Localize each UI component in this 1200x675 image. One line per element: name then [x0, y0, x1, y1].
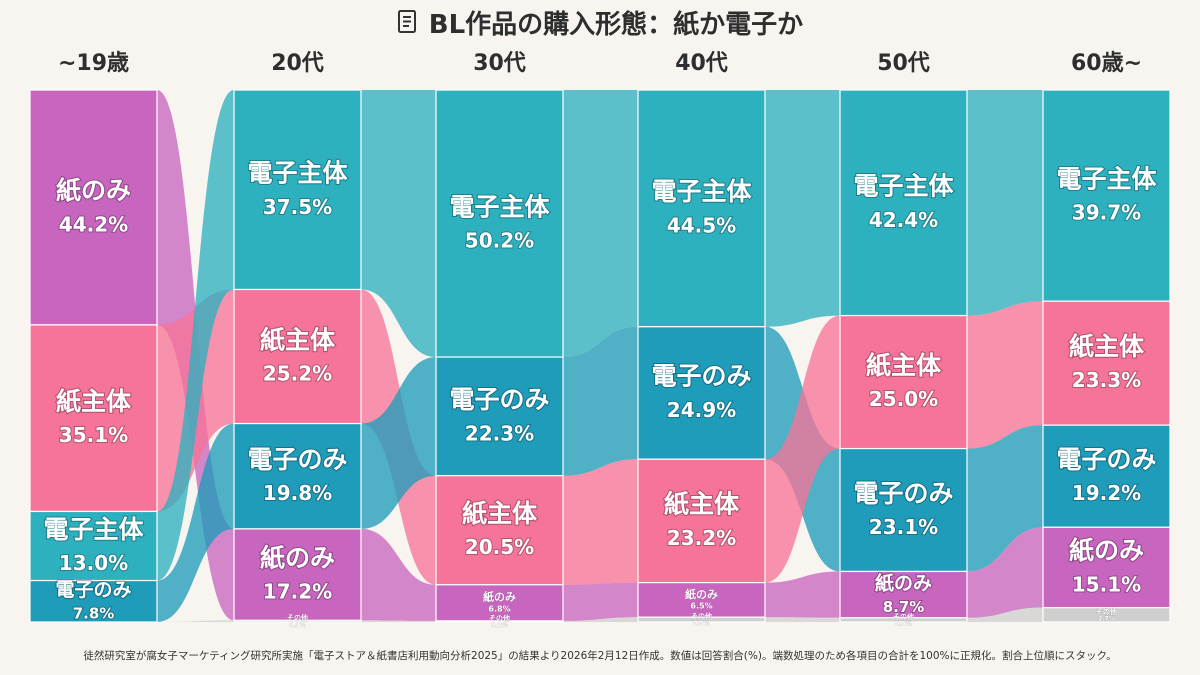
column-header: 50代 [877, 51, 930, 76]
segment-name-label: 電子主体 [43, 515, 144, 544]
segment-name-label: 紙のみ [483, 590, 516, 604]
bar-segment-電子主体 [436, 90, 563, 357]
segment-name-label: その他 [893, 612, 914, 621]
segment-value-label: 0.3% [289, 622, 306, 629]
bar-segment-紙主体 [638, 459, 765, 582]
segment-name-label: 紙のみ [875, 571, 932, 594]
column-header: 20代 [271, 51, 324, 76]
bar-segment-電子主体 [840, 90, 967, 316]
flow-link-電子主体 [967, 90, 1043, 316]
segment-name-label: その他 [489, 613, 510, 622]
segment-value-label: 20.5% [465, 535, 534, 559]
column-header: 40代 [675, 51, 728, 76]
bar-segment-紙主体 [30, 325, 157, 512]
segment-value-label: 50.2% [465, 229, 534, 253]
bar-segment-電子主体 [234, 90, 361, 290]
segment-name-label: 紙主体 [664, 490, 740, 519]
segment-value-label: 24.9% [667, 398, 736, 422]
segment-name-label: 紙のみ [685, 587, 718, 601]
document-icon [397, 9, 419, 35]
segment-name-label: 電子主体 [449, 192, 550, 221]
segment-value-label: 6.8% [488, 605, 510, 614]
segment-name-label: 電子主体 [853, 172, 954, 201]
segment-value-label: 19.2% [1072, 481, 1141, 505]
segment-value-label: 17.2% [263, 580, 332, 604]
segment-value-label: 7.8% [73, 605, 115, 623]
segment-name-label: 電子主体 [1056, 164, 1157, 193]
segment-value-label: 44.2% [59, 212, 128, 236]
chart-title: BL作品の購入形態：紙か電子か [429, 4, 803, 41]
segment-value-label: 13.0% [59, 551, 128, 575]
column-header: ~19歳 [58, 51, 129, 76]
flow-link-紙主体 [563, 459, 638, 585]
segment-value-label: 0.9% [693, 620, 710, 627]
segment-name-label: 紙のみ [260, 543, 335, 572]
segment-value-label: 23.1% [869, 515, 938, 539]
segment-value-label: 39.7% [1072, 201, 1141, 225]
bar-segment-紙主体 [1043, 301, 1170, 425]
segment-value-label: 35.1% [59, 423, 128, 447]
bar-segment-電子のみ [1043, 425, 1170, 527]
segment-name-label: 紙主体 [462, 499, 538, 528]
segment-name-label: その他 [287, 613, 308, 622]
segment-name-label: 電子主体 [247, 159, 348, 188]
segment-name-label: 電子のみ [853, 479, 953, 508]
segment-name-label: その他 [691, 612, 712, 621]
segment-value-label: 23.3% [1072, 368, 1141, 392]
segment-value-label: 22.3% [465, 421, 534, 445]
column-header: 60歳~ [1071, 51, 1142, 76]
segment-value-label: 37.5% [263, 195, 332, 219]
segment-name-label: 紙主体 [260, 325, 336, 354]
segment-value-label: 19.8% [263, 481, 332, 505]
flow-link-紙のみ [563, 583, 638, 621]
footnote: 徒然研究室が腐女子マーケティング研究所実施「電子ストア＆紙書店利用動向分析202… [0, 648, 1200, 663]
segment-name-label: 紙主体 [56, 387, 132, 416]
segment-value-label: 25.0% [869, 387, 938, 411]
segment-value-label: 15.1% [1072, 572, 1141, 596]
bar-segment-電子のみ [840, 449, 967, 572]
flow-link-その他 [765, 617, 840, 622]
segment-name-label: 電子のみ [651, 362, 751, 391]
segment-value-label: 2.7% [1098, 615, 1115, 622]
segment-name-label: 紙主体 [866, 351, 942, 380]
segment-name-label: 電子のみ [449, 385, 549, 414]
bar-segment-電子主体 [638, 90, 765, 327]
chart-title-bar: BL作品の購入形態：紙か電子か [0, 2, 1200, 42]
segment-name-label: その他 [1096, 607, 1117, 616]
bar-segment-電子主体 [1043, 90, 1170, 301]
segment-value-label: 42.4% [869, 208, 938, 232]
bar-segment-電子のみ [234, 424, 361, 529]
bar-segment-紙主体 [234, 290, 361, 424]
flow-link-電子主体 [765, 90, 840, 327]
segment-name-label: 紙のみ [1069, 536, 1144, 565]
bar-segment-紙主体 [840, 316, 967, 449]
bar-segment-電子のみ [638, 327, 765, 459]
column-header: 30代 [473, 51, 526, 76]
segment-value-label: 25.2% [263, 362, 332, 386]
bar-segment-電子のみ [436, 357, 563, 476]
segment-value-label: 0.8% [895, 620, 912, 627]
segment-name-label: 電子主体 [651, 177, 752, 206]
flow-link-その他 [157, 620, 234, 622]
segment-name-label: 紙のみ [56, 176, 131, 205]
flow-link-電子主体 [563, 90, 638, 357]
segment-name-label: 電子のみ [55, 579, 131, 601]
segment-value-label: 44.5% [667, 213, 736, 237]
segment-value-label: 6.5% [690, 602, 712, 611]
segment-name-label: 電子のみ [247, 445, 347, 474]
segment-name-label: 電子のみ [1056, 445, 1156, 474]
bar-segment-紙主体 [436, 476, 563, 585]
segment-value-label: 0.2% [491, 622, 508, 629]
flow-link-紙のみ [765, 571, 840, 617]
segment-value-label: 23.2% [667, 526, 736, 550]
bar-segment-紙のみ [30, 90, 157, 325]
segment-name-label: 紙主体 [1069, 332, 1145, 361]
